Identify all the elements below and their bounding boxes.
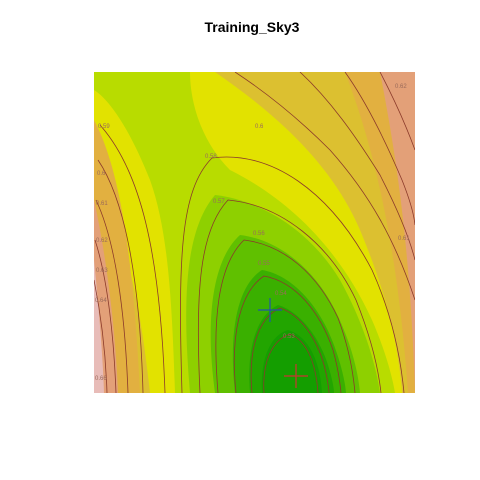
band-green-5 (261, 330, 322, 393)
contour-label: 0.61 (398, 236, 410, 242)
contour-line (344, 72, 415, 226)
contour-line (94, 239, 117, 393)
contour-line (250, 307, 330, 393)
chart-title: Training_Sky3 (204, 19, 300, 35)
contour-label: 0.54 (275, 291, 287, 297)
contour-label: 0.53 (283, 334, 295, 340)
contour-line (197, 199, 382, 393)
contour-line (180, 156, 405, 393)
contour-label: 0.55 (258, 261, 270, 267)
contour-label: 0.6 (255, 124, 264, 130)
contour-line (215, 239, 356, 393)
contour-lines (94, 72, 415, 393)
contour-label: 0.57 (213, 199, 225, 205)
contour-line (95, 199, 129, 393)
contour-line (97, 159, 144, 393)
contour-label: 0.58 (205, 154, 217, 160)
contour-label: 0.63 (96, 268, 108, 274)
blue-cross-marker (258, 298, 282, 322)
red-cross-marker (284, 364, 308, 388)
contour-label: 0.59 (98, 124, 110, 130)
contour-line (233, 275, 342, 393)
contour-label: 0.62 (395, 84, 407, 90)
contour-line (94, 279, 108, 393)
contour-label: 0.62 (96, 238, 108, 244)
contour-line (299, 72, 415, 261)
contour-label: 0.64 (95, 298, 107, 304)
contour-label: 0.61 (96, 201, 108, 207)
contour-label: 0.66 (95, 376, 107, 382)
contour-line (379, 72, 415, 151)
contour-line (99, 124, 166, 393)
contour-line (234, 72, 415, 301)
contour-line (263, 333, 319, 393)
contour-label: 0.6 (97, 171, 106, 177)
contour-label: 0.56 (253, 231, 265, 237)
